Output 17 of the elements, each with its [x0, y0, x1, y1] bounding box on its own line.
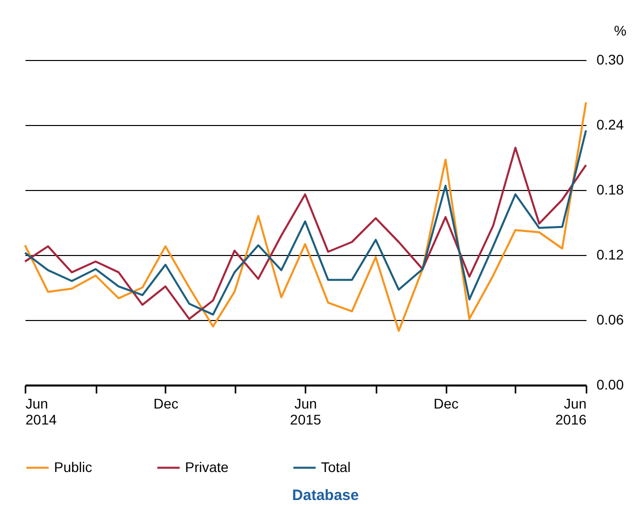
x-tick-label: Dec: [434, 396, 459, 412]
y-tick-label: 0.12: [596, 246, 624, 262]
legend-label: Private: [185, 458, 229, 475]
legend-label: Total: [321, 458, 351, 475]
x-tick-label: Jun 2015: [290, 396, 322, 428]
x-tick-label: Dec: [153, 396, 178, 412]
y-tick-label: 0.18: [596, 182, 624, 198]
y-tick-label: 0.00: [596, 376, 624, 392]
text: Database: [292, 487, 359, 504]
y-tick-label: 0.06: [596, 312, 624, 328]
x-tick-label: Jun 2014: [26, 396, 57, 428]
legend-label: Public: [54, 458, 92, 475]
y-axis-title: %: [614, 22, 626, 38]
y-tick-label: 0.24: [596, 116, 624, 132]
line-series: [24, 101, 587, 332]
x-tick-label: Jun 2016: [555, 396, 587, 428]
y-tick-label: 0.30: [596, 52, 624, 68]
